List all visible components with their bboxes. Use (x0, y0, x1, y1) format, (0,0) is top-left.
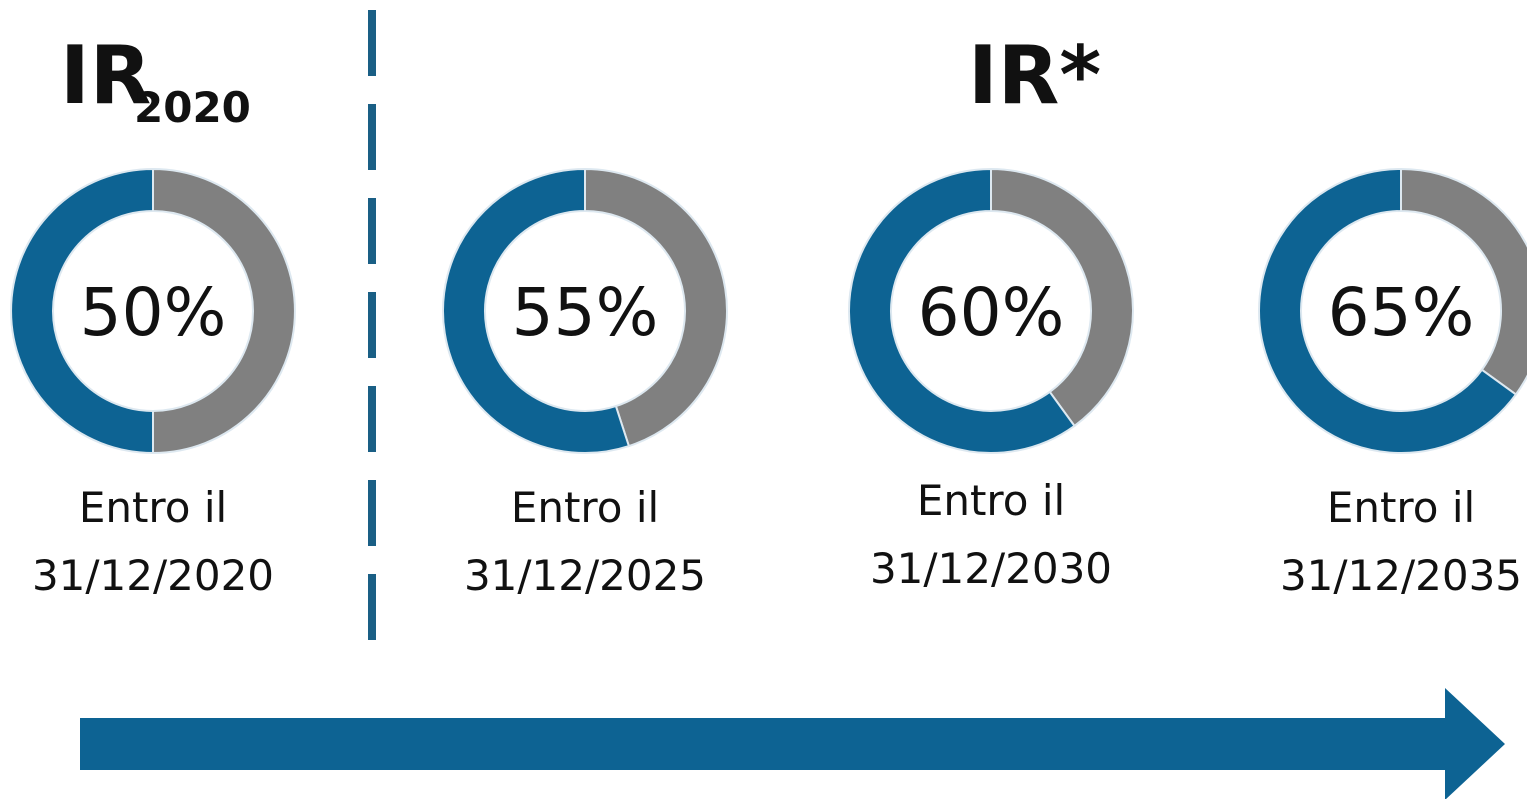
heading-left-subscript: 2020 (134, 83, 251, 132)
donut-value-label: 50% (80, 274, 227, 351)
caption: Entro il (917, 476, 1065, 525)
caption: 31/12/2020 (32, 551, 274, 600)
donut-segment (442, 167, 631, 454)
donut-rest (990, 167, 1134, 428)
caption: Entro il (79, 483, 227, 532)
donut-rest (152, 167, 296, 455)
heading-right: IR* (968, 29, 1101, 122)
caption: 31/12/2030 (870, 544, 1112, 593)
donut-rest (584, 167, 728, 448)
caption: Entro il (1327, 483, 1475, 532)
donut-segment (848, 167, 1076, 454)
donut-segment (1258, 167, 1518, 454)
caption: 31/12/2035 (1280, 551, 1522, 600)
timeline-arrow (80, 688, 1505, 799)
donut-value-label: 60% (918, 274, 1065, 351)
caption: 31/12/2025 (464, 551, 706, 600)
donut-segment (10, 167, 154, 455)
heading-left: IR (60, 29, 151, 122)
caption: Entro il (511, 483, 659, 532)
donut-value-label: 55% (512, 274, 659, 351)
donut-value-label: 65% (1328, 274, 1475, 351)
donut-rest (1400, 167, 1527, 396)
